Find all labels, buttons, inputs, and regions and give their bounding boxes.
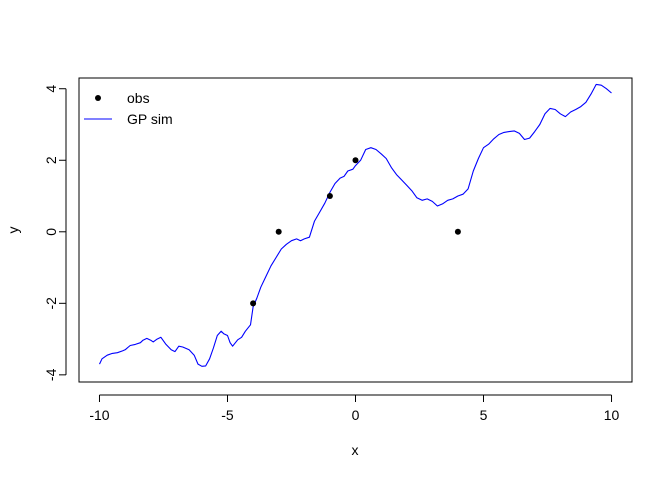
x-tick-label: 0 [352,407,360,423]
obs-point [250,300,257,307]
y-axis-label: y [5,227,21,234]
legend: obs GP sim [84,90,173,127]
obs-point [326,193,333,200]
x-tick-label: 5 [480,407,488,423]
legend-label: GP sim [127,111,173,127]
x-axis: -10 -5 0 5 10 [89,394,620,423]
obs-point [454,228,461,235]
y-axis: -4 -2 0 2 4 [43,85,67,381]
y-tick-label: -4 [43,368,59,381]
x-tick-label: -5 [221,407,234,423]
gp-sim-line [99,83,612,367]
x-tick-label: 10 [604,407,620,423]
plot-area-frame [78,77,633,383]
x-tick-label: -10 [89,407,109,423]
legend-obs-marker [95,95,101,101]
y-tick-label: 2 [43,156,59,164]
y-tick-label: 4 [43,85,59,93]
obs-point [275,228,282,235]
x-axis-label: x [352,442,359,458]
series-layer [99,83,612,367]
legend-label: obs [127,90,150,106]
obs-point [352,157,359,164]
y-tick-label: -2 [43,297,59,310]
y-tick-label: 0 [43,228,59,236]
